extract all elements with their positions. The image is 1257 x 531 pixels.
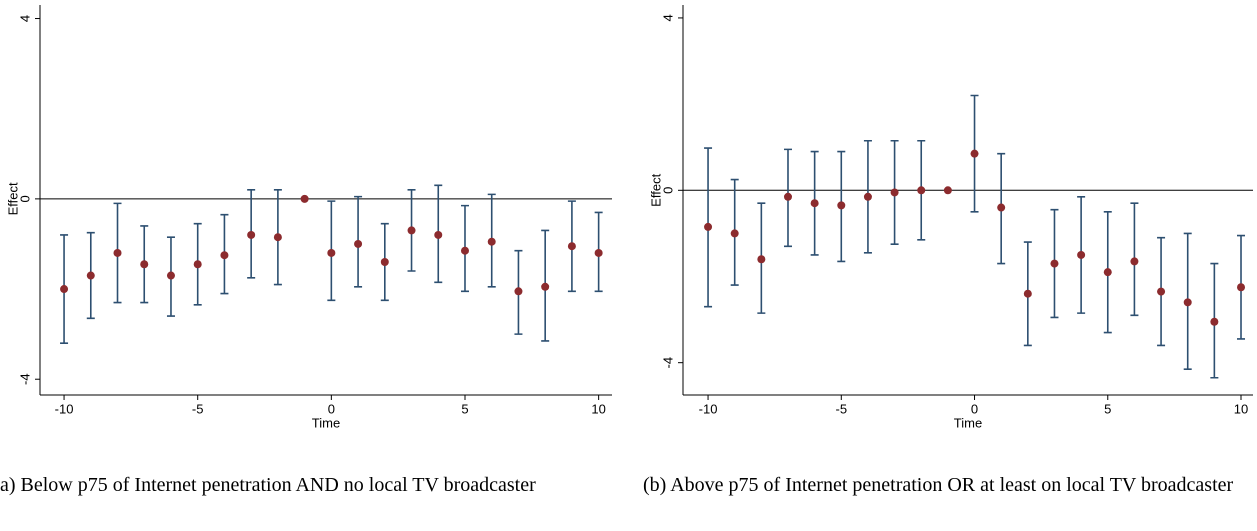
point: [1103, 268, 1112, 277]
point: [407, 226, 416, 235]
x-tick-label: 5: [1104, 401, 1111, 416]
y-tick-label: 4: [660, 14, 675, 21]
y-axis-label: Effect: [648, 173, 663, 206]
point: [943, 186, 952, 195]
point: [1050, 259, 1059, 268]
point: [704, 222, 713, 231]
point: [193, 260, 202, 269]
x-axis-label: Time: [954, 415, 982, 430]
point: [783, 192, 792, 201]
point: [863, 192, 872, 201]
point: [1077, 250, 1086, 259]
plot-area: [683, 5, 1253, 395]
charts: -4 0 4 -10 -5 0 5 10 Time Effect -4 0 4 -10 -5 0 5 10 Time…: [5, 5, 1253, 430]
point: [757, 255, 766, 264]
point: [220, 251, 229, 260]
point: [1237, 283, 1246, 292]
point: [86, 271, 95, 280]
point: [837, 201, 846, 210]
point: [1183, 298, 1192, 307]
x-tick-label: -10: [699, 401, 718, 416]
x-tick-label: -5: [192, 401, 204, 416]
point: [166, 271, 175, 280]
point: [247, 230, 256, 239]
point: [140, 260, 149, 269]
point: [1210, 317, 1219, 326]
y-tick-label: 4: [17, 15, 32, 22]
y-tick-label: 0: [660, 187, 675, 194]
point: [380, 257, 389, 266]
y-axis-label: Effect: [5, 182, 20, 215]
point: [1023, 289, 1032, 298]
point: [514, 287, 523, 296]
plot-area: [40, 5, 612, 395]
point: [810, 199, 819, 208]
point: [567, 242, 576, 251]
caption: (b) Above p75 of Internet penetration OR…: [643, 474, 1234, 496]
point: [273, 233, 282, 242]
x-tick-label: -5: [836, 401, 848, 416]
point: [970, 149, 979, 158]
point: [300, 194, 309, 203]
x-tick-label: 10: [1234, 401, 1248, 416]
point: [1130, 257, 1139, 266]
point: [487, 237, 496, 246]
point: [1157, 287, 1166, 296]
point: [327, 248, 336, 257]
point: [890, 188, 899, 197]
y-tick-label: -4: [17, 373, 32, 385]
point: [997, 203, 1006, 212]
x-tick-label: 0: [328, 401, 335, 416]
point: [113, 248, 122, 257]
x-axis-label: Time: [312, 415, 340, 430]
point: [60, 285, 69, 294]
point: [460, 246, 469, 255]
point: [434, 230, 443, 239]
y-tick-label: -4: [660, 357, 675, 369]
point: [730, 229, 739, 238]
point: [917, 186, 926, 195]
y-tick-label: 0: [17, 195, 32, 202]
x-tick-label: -10: [55, 401, 74, 416]
point: [594, 248, 603, 257]
x-tick-label: 5: [461, 401, 468, 416]
point: [541, 282, 550, 291]
x-tick-label: 0: [971, 401, 978, 416]
caption: a) Below p75 of Internet penetration AND…: [0, 474, 536, 496]
point: [354, 239, 363, 248]
x-tick-label: 10: [591, 401, 605, 416]
